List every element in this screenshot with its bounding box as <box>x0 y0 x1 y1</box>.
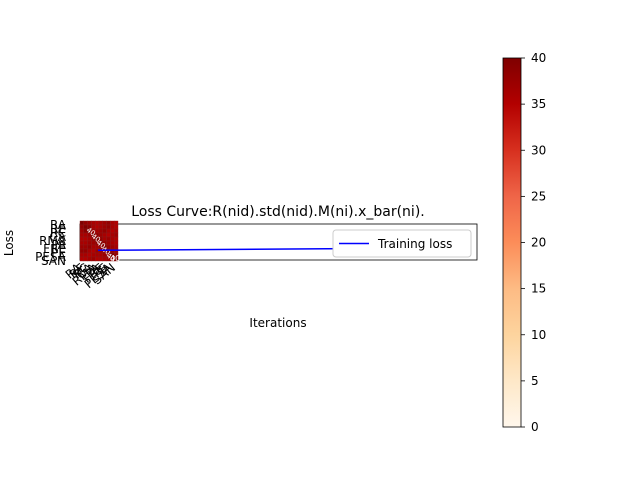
heatmap-cell <box>87 220 92 226</box>
heatmap-cell <box>106 228 111 234</box>
heatmap-cell <box>91 244 96 250</box>
heatmap-cell <box>102 224 107 230</box>
heatmap-cell-label: 40 <box>95 239 107 251</box>
heatmap-cell <box>102 232 107 238</box>
colorbar-tick-label: 30 <box>531 143 546 157</box>
chart-title: Loss Curve:R(nid).std(nid).M(ni).x_bar(n… <box>131 204 424 220</box>
heatmap-cell <box>102 228 107 234</box>
heatmap-cell <box>98 252 103 258</box>
heatmap-cell <box>98 220 103 226</box>
heatmap-row-label: SAN <box>41 254 66 268</box>
heatmap-cell <box>113 220 119 226</box>
heatmap-cell <box>102 236 107 242</box>
heatmap-cell <box>79 232 84 238</box>
heatmap-cell <box>113 232 119 238</box>
heatmap-cell <box>110 224 115 230</box>
heatmap-cell <box>94 220 100 226</box>
colorbar-tick-label: 5 <box>531 374 539 388</box>
heatmap-cell <box>83 236 88 242</box>
heatmap-row-label: RA <box>50 218 67 232</box>
heatmap-cell <box>91 252 96 258</box>
heatmap-cell <box>79 252 84 258</box>
heatmap-cell <box>106 236 111 242</box>
heatmap-cell <box>113 240 119 246</box>
heatmap-cell <box>113 224 119 230</box>
heatmap-row-label: FRE <box>43 242 66 256</box>
legend-label: Training loss <box>377 237 452 251</box>
heatmap-cell <box>94 252 100 258</box>
colorbar-tick-label: 15 <box>531 282 546 296</box>
heatmap-row-label: CA <box>49 230 66 244</box>
heatmap-cell <box>87 252 92 258</box>
heatmap-cell <box>83 240 88 246</box>
colorbar-tick-label: 25 <box>531 189 546 203</box>
colorbar-tick-label: 35 <box>531 97 546 111</box>
heatmap-cell <box>79 248 84 254</box>
heatmap-row-label: PA <box>51 238 66 252</box>
colorbar-tick-label: 0 <box>531 420 539 434</box>
legend: Training loss <box>332 229 472 258</box>
heatmap-cell <box>79 228 84 234</box>
heatmap-row-label: RMA <box>39 234 67 248</box>
heatmap-cell <box>83 248 88 254</box>
colorbar-tick-label: 20 <box>531 236 546 250</box>
heatmap-cell <box>79 244 84 250</box>
legend-box <box>332 229 472 258</box>
heatmap-cell <box>110 240 115 246</box>
heatmap-cell <box>87 244 92 250</box>
heatmap-cell <box>106 240 111 246</box>
heatmap-cell <box>87 248 92 254</box>
heatmap-cell <box>79 224 84 230</box>
heatmap-cell-label: 40 <box>85 226 97 238</box>
heatmap-cell <box>83 252 88 258</box>
heatmap-cell <box>83 244 88 250</box>
heatmap-cell <box>106 220 111 226</box>
heatmap-cell-label: 40 <box>90 232 102 244</box>
colorbar-tick-label: 10 <box>531 328 546 342</box>
heatmap-cell <box>113 256 119 262</box>
heatmap-cell <box>110 236 115 242</box>
heatmap-cell <box>79 240 84 246</box>
heatmap-row-label: RE <box>50 222 66 236</box>
heatmap-cell <box>98 224 103 230</box>
heatmap-row-label: RC <box>50 226 66 240</box>
colorbar-tick-label: 40 <box>531 51 546 65</box>
heatmap-cell-label: 40 <box>100 245 112 257</box>
y-axis-label: Loss <box>2 230 16 256</box>
heatmap-cell-label: 40 <box>110 254 120 263</box>
heatmap-cell <box>110 228 115 234</box>
colorbar <box>502 57 522 428</box>
heatmap-cell <box>91 248 96 254</box>
heatmap-row-label: PE <box>51 246 66 260</box>
heatmap-cell <box>94 224 100 230</box>
heatmap-cell <box>106 232 111 238</box>
heatmap-cell-label: 40 <box>105 252 117 264</box>
heatmap-cell <box>98 228 103 234</box>
heatmap-cell <box>79 220 84 226</box>
heatmap-cell <box>113 228 119 234</box>
heatmap-cell <box>110 232 115 238</box>
heatmap-cell <box>79 236 84 242</box>
heatmap-cell <box>87 240 92 246</box>
heatmap-cell <box>113 244 119 250</box>
heatmap-cell <box>110 220 115 226</box>
heatmap-cell <box>113 236 119 242</box>
heatmap-cell <box>110 244 115 250</box>
heatmap-cell <box>102 220 107 226</box>
heatmap-layer: 404040404040RARERCCARMAPAFREPEPESASANRAR… <box>35 218 120 291</box>
heatmap-cell <box>106 224 111 230</box>
heatmap-cell <box>83 220 88 226</box>
colorbar-ticks: 0 5 10 15 20 25 30 35 40 <box>521 51 546 434</box>
x-axis-label: Iterations <box>249 316 306 330</box>
heatmap-cell <box>91 220 96 226</box>
heatmap-row-label: PESA <box>35 250 67 264</box>
